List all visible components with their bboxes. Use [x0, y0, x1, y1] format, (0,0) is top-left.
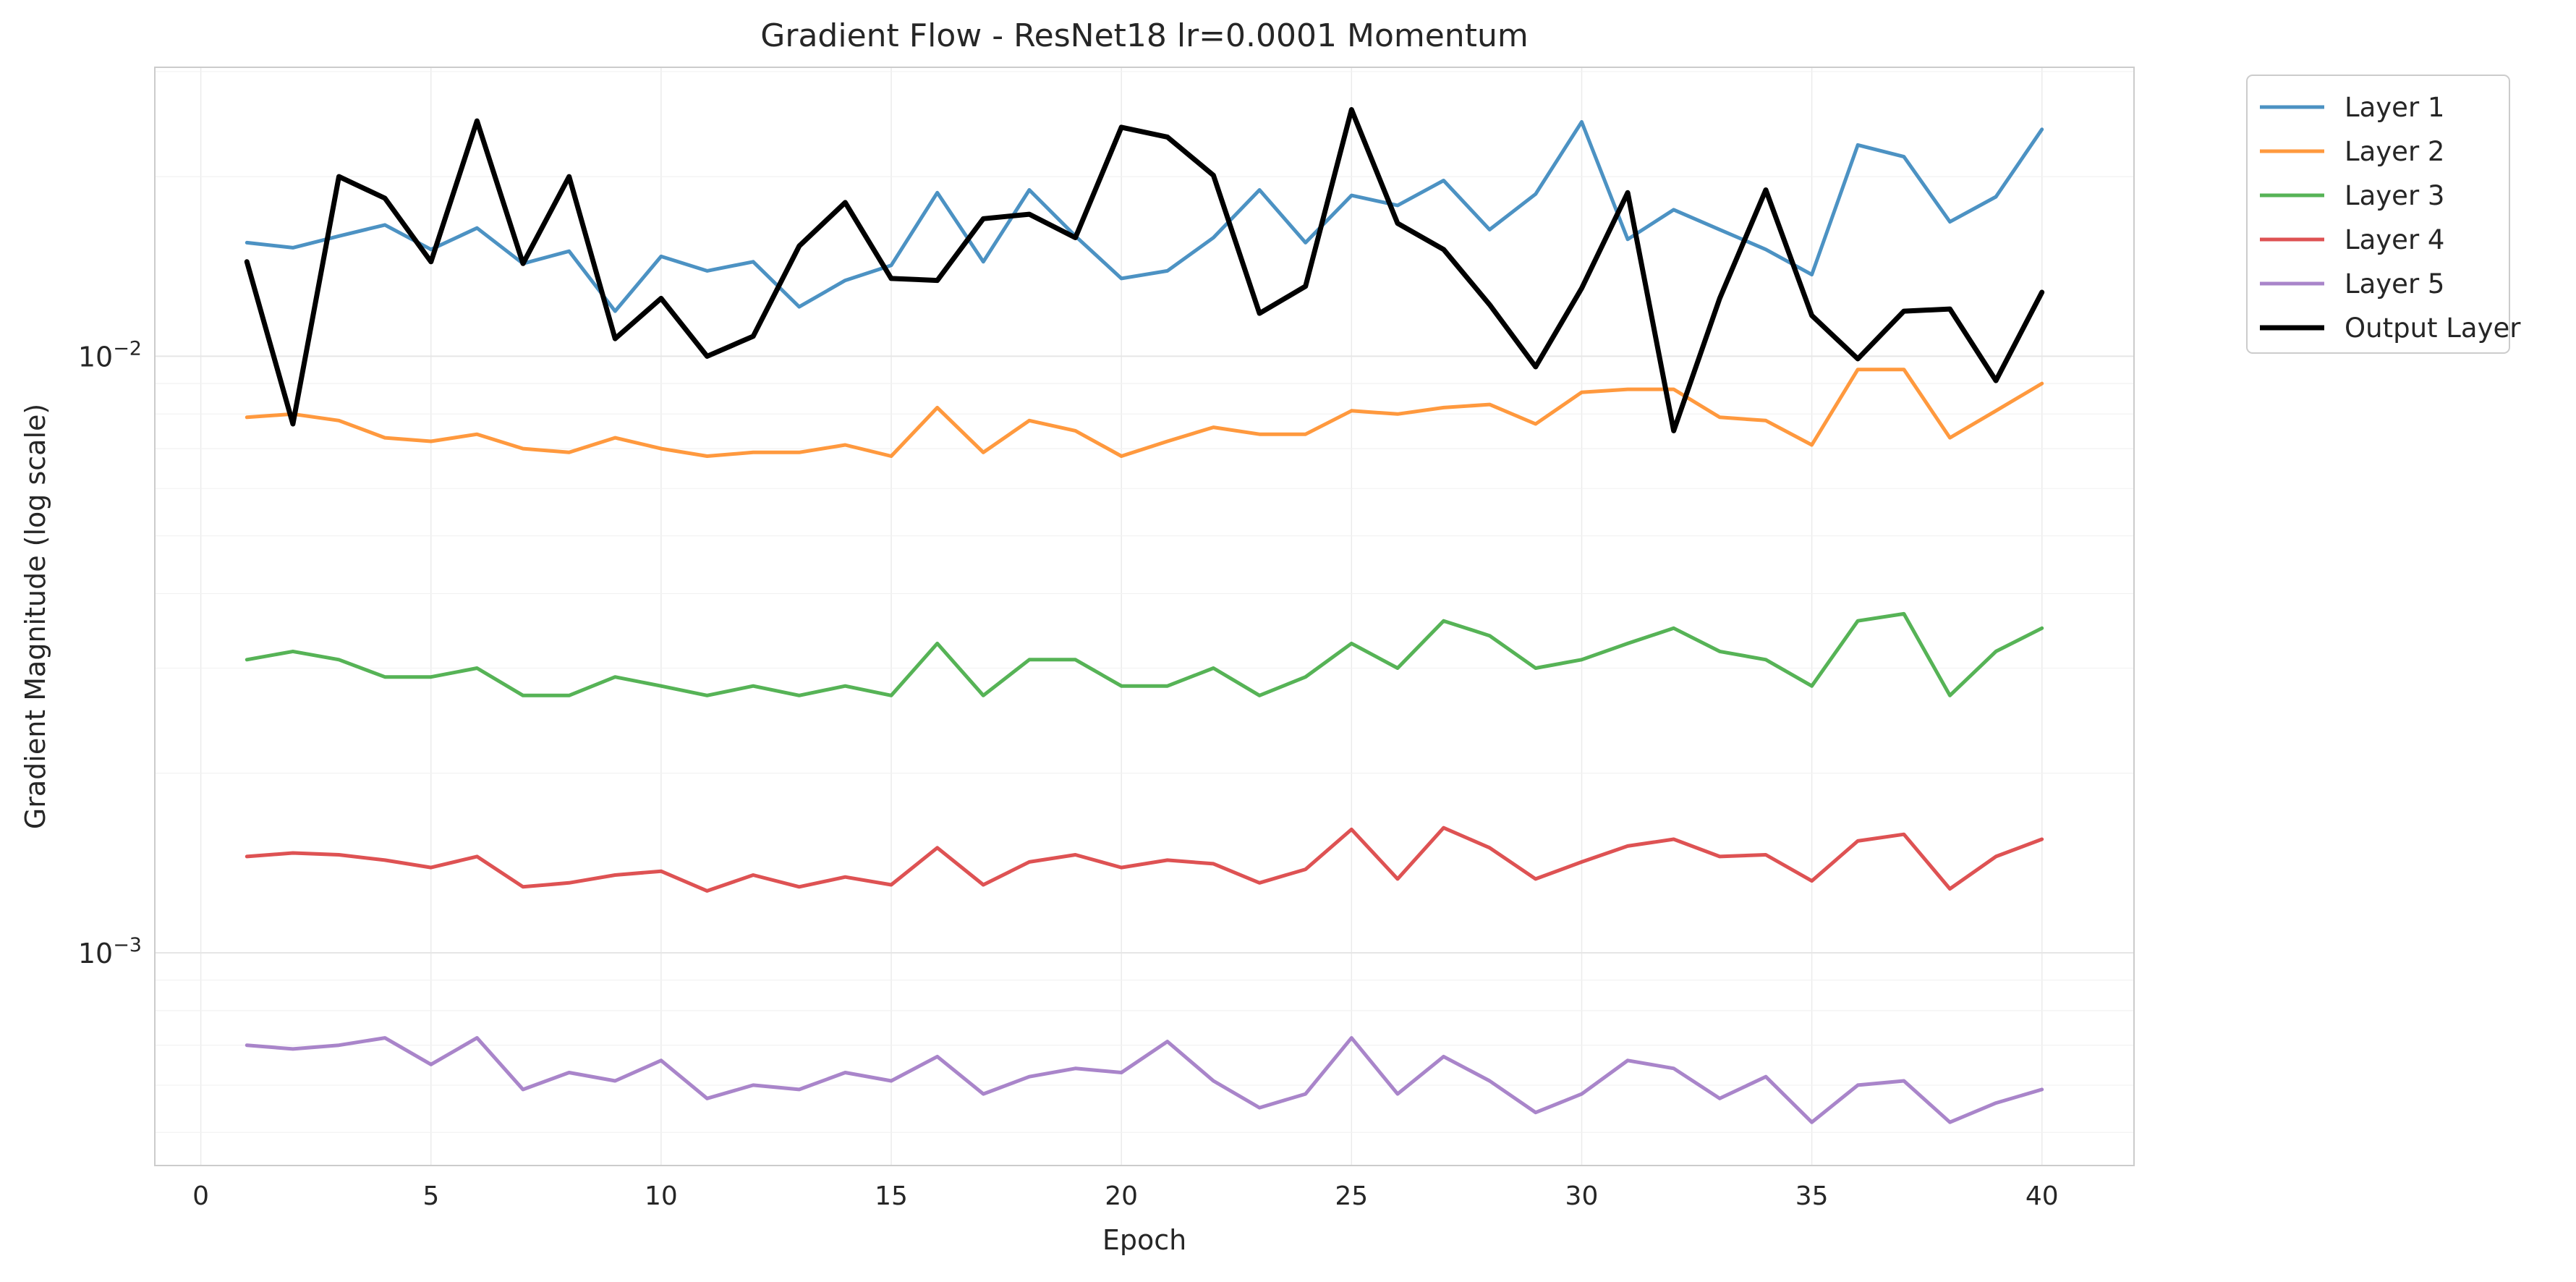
series-line-layer-3	[245, 611, 2044, 697]
y-tick-exponent: −3	[113, 934, 142, 956]
legend-label-layer-2: Layer 2	[2345, 136, 2444, 167]
series-line-layer-1	[245, 120, 2044, 313]
series-lines	[244, 107, 2045, 1124]
chart-title: Gradient Flow - ResNet18 lr=0.0001 Momen…	[760, 17, 1528, 54]
legend-label-layer-3: Layer 3	[2345, 180, 2444, 211]
series-line-layer-4	[245, 825, 2044, 893]
x-tick-label: 40	[2025, 1181, 2059, 1211]
x-axis-label: Epoch	[1102, 1224, 1186, 1256]
x-tick-label: 0	[192, 1181, 209, 1211]
series-line-layer-2	[245, 368, 2044, 458]
y-tick-exponent: −2	[113, 337, 142, 360]
grid	[155, 67, 2134, 1166]
x-tick-label: 10	[645, 1181, 678, 1211]
legend-label-layer-1: Layer 1	[2345, 92, 2444, 123]
x-tick-label: 5	[422, 1181, 439, 1211]
x-tick-label: 30	[1565, 1181, 1599, 1211]
series-line-output-layer	[244, 107, 2045, 433]
y-tick-label: 10−2	[78, 337, 142, 373]
y-tick-base: 10	[78, 938, 113, 969]
x-tick-label: 25	[1335, 1181, 1368, 1211]
y-tick-label: 10−3	[78, 934, 142, 969]
legend: Layer 1 Layer 2 Layer 3 Layer 4 Layer 5 Outpu…	[2246, 75, 2521, 354]
x-tick-label: 20	[1105, 1181, 1138, 1211]
plot-area-frame	[154, 67, 2135, 1166]
legend-label-layer-4: Layer 4	[2345, 224, 2444, 255]
y-axis-label: Gradient Magnitude (log scale)	[20, 404, 51, 829]
series-line-layer-5	[245, 1036, 2044, 1124]
legend-label-layer-5: Layer 5	[2345, 268, 2444, 300]
y-tick-base: 10	[78, 341, 113, 373]
x-tick-label: 15	[875, 1181, 908, 1211]
legend-label-output-layer: Output Layer	[2345, 313, 2521, 344]
x-tick-label: 35	[1795, 1181, 1829, 1211]
